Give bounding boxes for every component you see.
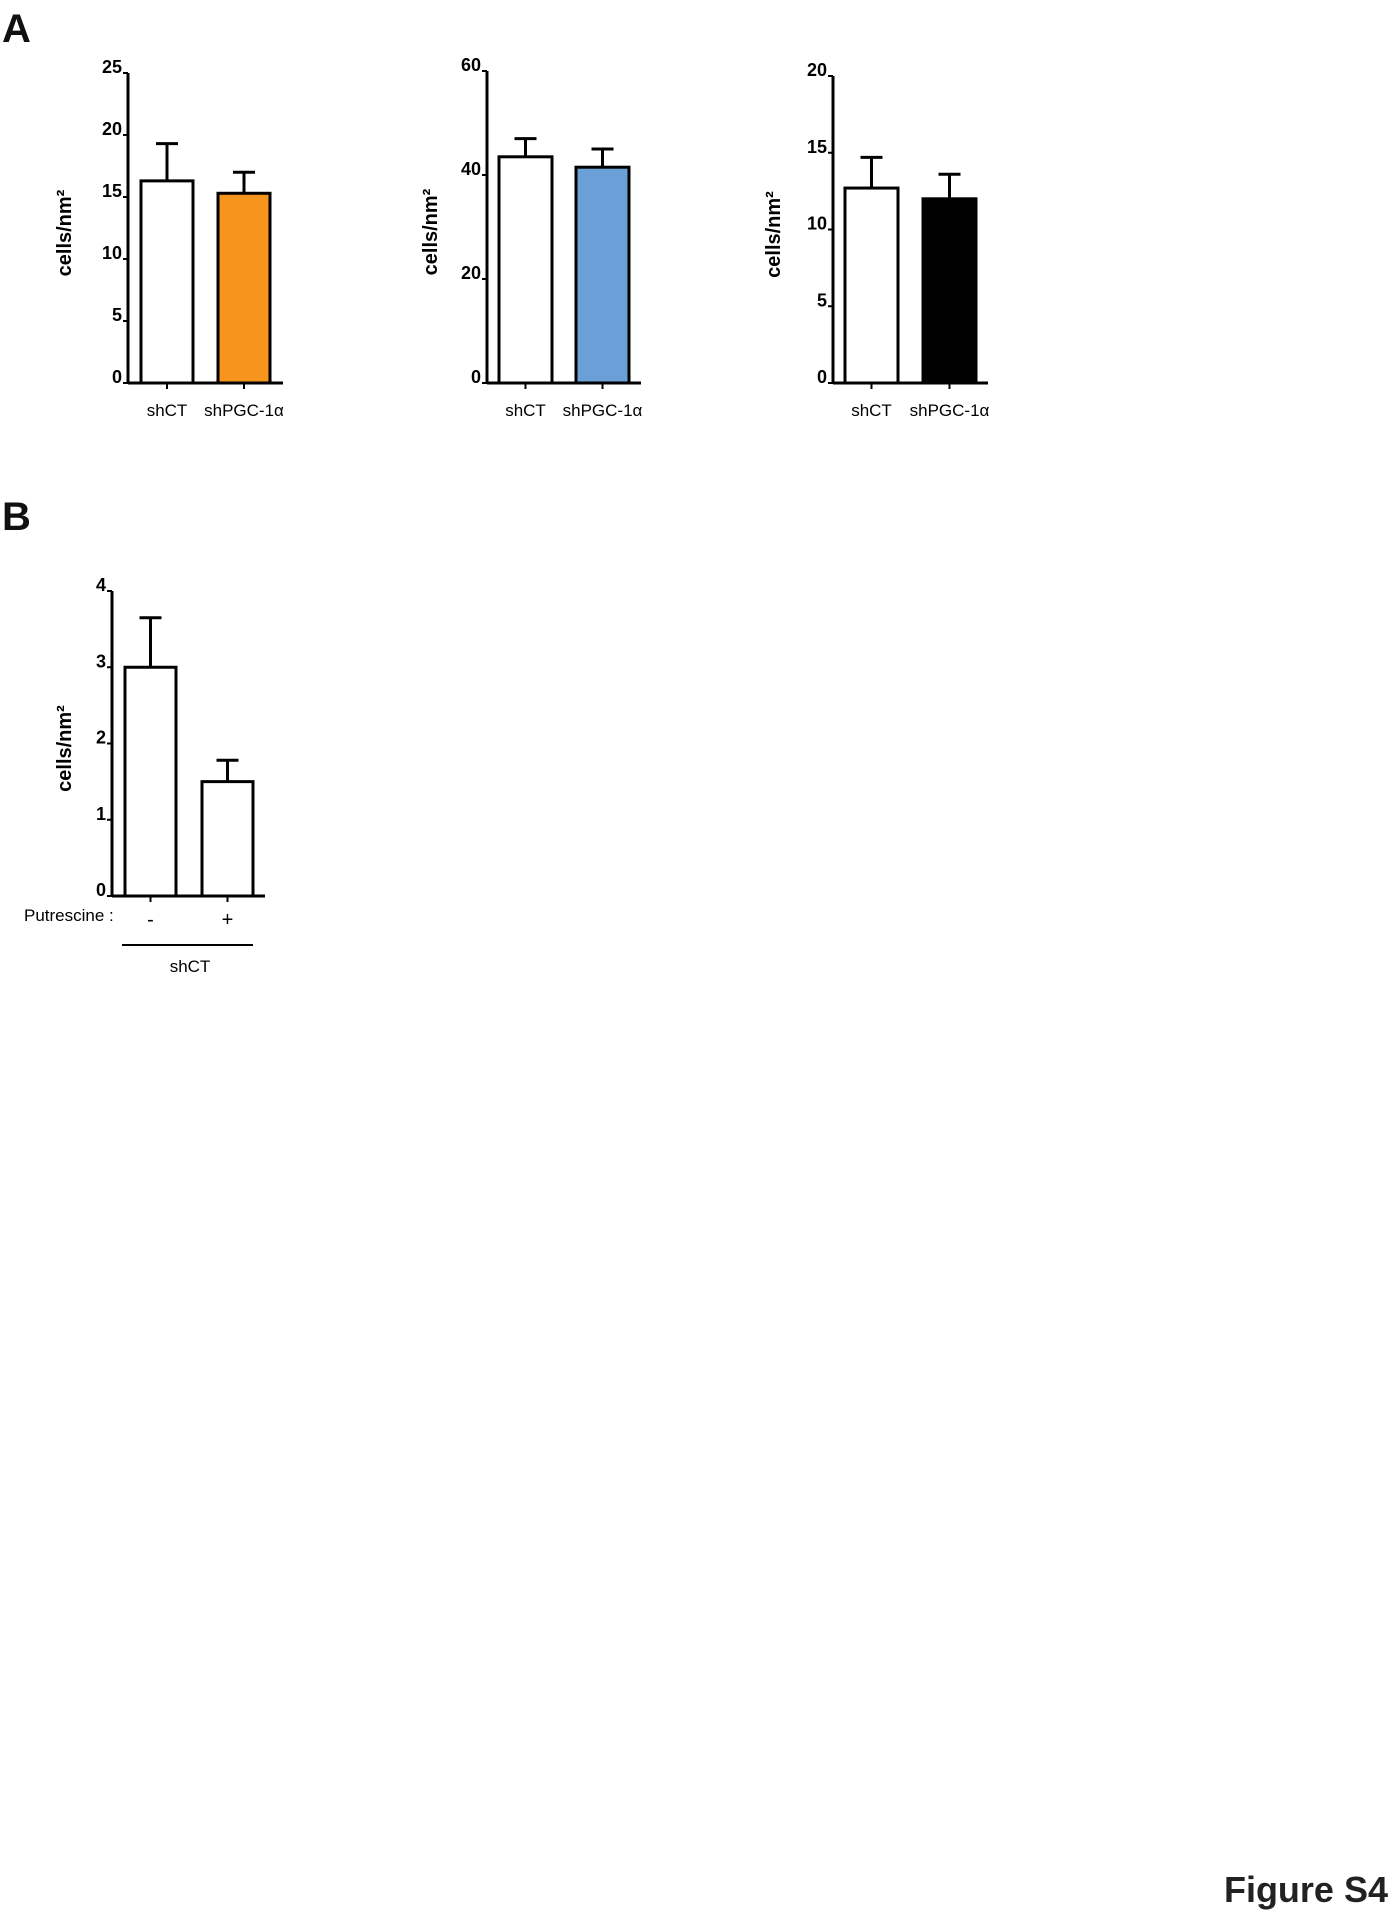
row-label: Putrescine : [24, 906, 114, 925]
y-axis-label: cells/nm² [420, 188, 442, 275]
chart-4: - +0 1 2 3 4 cells/nm² Putrescine : shCT [24, 575, 265, 976]
y-tick-label: 5 [112, 305, 122, 325]
panel-label-b: B [2, 495, 31, 539]
category-label: shPGC-1α [910, 401, 990, 420]
category-label: shCT [851, 401, 892, 420]
bar-2 [574, 165, 631, 385]
y-tick-label: 20 [461, 263, 481, 283]
chart-3: shCT shPGC-1α 0 5 10 15 20 cells/nm² [763, 60, 990, 420]
y-tick-label: 0 [112, 367, 122, 387]
y-tick-label: 60 [461, 55, 481, 75]
bar-1 [497, 155, 554, 385]
y-tick-label: 15 [102, 181, 122, 201]
bar-2 [216, 191, 272, 385]
y-tick-label: 3 [96, 651, 106, 671]
bar-1 [139, 179, 195, 385]
y-tick-label: 10 [102, 243, 122, 263]
category-label: shCT [505, 401, 546, 420]
y-tick-label: 1 [96, 804, 106, 824]
category-label: shPGC-1α [204, 401, 284, 420]
y-tick-label: 20 [102, 119, 122, 139]
y-tick-label: 2 [96, 728, 106, 748]
y-tick-label: 0 [471, 367, 481, 387]
chart-2: shCT shPGC-1α 0 20 40 60 cells/nm² [420, 55, 643, 420]
panel-label-a: A [2, 7, 31, 51]
bar-2 [921, 197, 978, 385]
category-label: - [147, 909, 154, 931]
category-label: shCT [147, 401, 188, 420]
y-axis-label: cells/nm² [54, 189, 76, 276]
category-label: + [222, 909, 234, 931]
y-axis-label: cells/nm² [763, 191, 785, 278]
y-tick-label: 10 [807, 214, 827, 234]
y-tick-label: 4 [96, 575, 106, 595]
bar-1 [843, 186, 900, 385]
y-tick-label: 0 [96, 880, 106, 900]
y-tick-label: 15 [807, 137, 827, 157]
group-label: shCT [170, 957, 211, 976]
y-tick-label: 0 [817, 367, 827, 387]
chart-1: shCT shPGC-1α 0 5 10 15 20 25 cells/nm² [54, 57, 284, 420]
y-tick-label: 25 [102, 57, 122, 77]
y-axis-label: cells/nm² [54, 705, 76, 792]
y-tick-label: 5 [817, 290, 827, 310]
figure-label: Figure S4 [1224, 1869, 1388, 1910]
bar-1 [123, 665, 178, 898]
y-tick-label: 40 [461, 159, 481, 179]
y-tick-label: 20 [807, 60, 827, 80]
category-label: shPGC-1α [563, 401, 643, 420]
bar-2 [200, 780, 255, 898]
